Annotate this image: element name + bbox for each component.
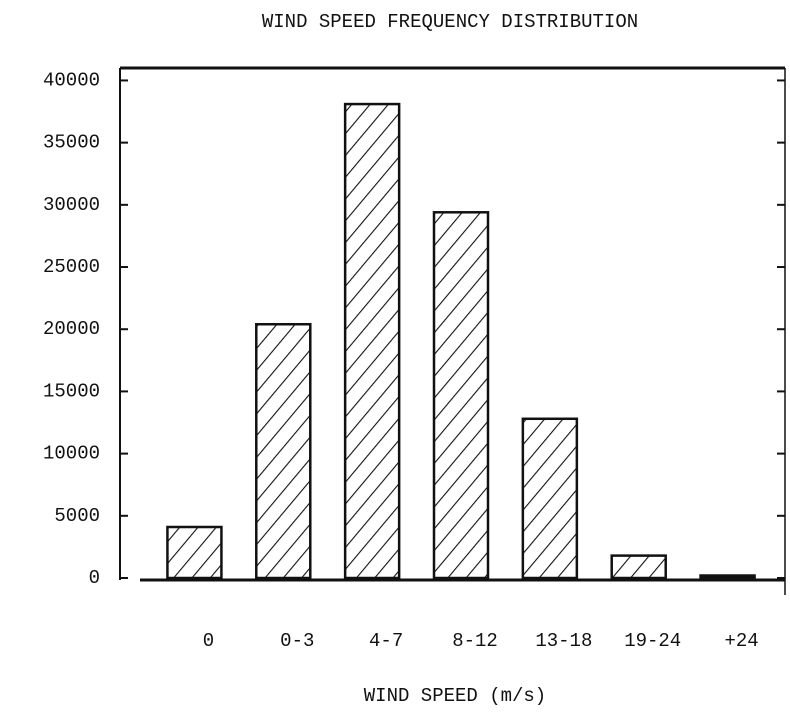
y-tick-label: 20000 [43,318,100,340]
y-tick-label: 25000 [43,256,100,278]
x-axis-label: WIND SPEED (m/s) [364,685,546,707]
bar [610,554,667,580]
y-tick-label: 30000 [43,194,100,216]
x-tick-label: 13-18 [535,630,592,652]
bar [432,211,490,580]
y-tick-label: 40000 [43,69,100,91]
x-tick-label: 19-24 [624,630,681,652]
bar [166,525,223,580]
bar [521,417,579,580]
x-tick-label: +24 [724,630,758,652]
x-tick-label: 8-12 [452,630,498,652]
bar [699,574,756,580]
chart-title: WIND SPEED FREQUENCY DISTRIBUTION [262,11,638,33]
y-tick-label: 35000 [43,132,100,154]
bar [343,102,401,580]
y-tick-label: 10000 [43,443,100,465]
y-tick-label: 0 [89,567,100,589]
bar [255,322,312,580]
x-tick-label: 0 [203,630,214,652]
x-tick-label: 4-7 [369,630,403,652]
x-tick-label: 0-3 [280,630,314,652]
y-tick-label: 15000 [43,380,100,402]
y-tick-label: 5000 [54,505,100,527]
